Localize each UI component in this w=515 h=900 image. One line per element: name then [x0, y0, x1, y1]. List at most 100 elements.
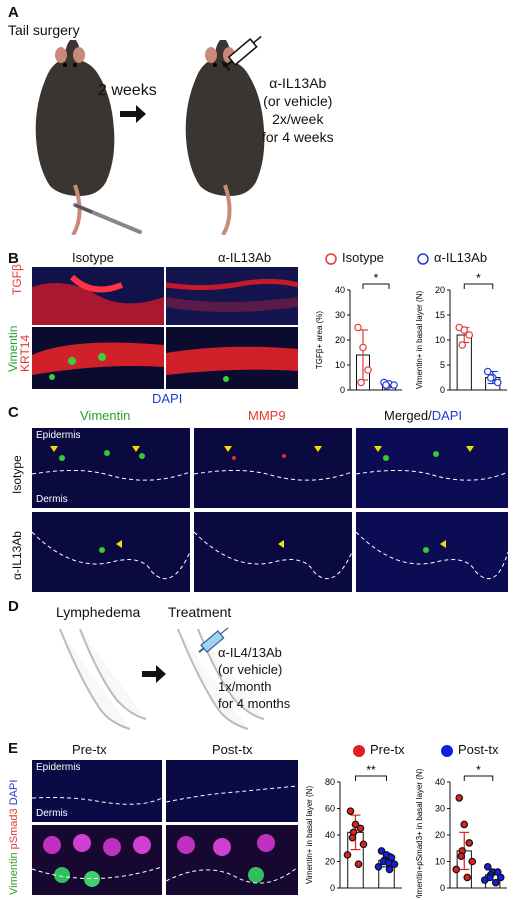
data-point	[357, 378, 365, 387]
micrograph-c-iso-merged	[356, 428, 508, 508]
y-tick-label: 0	[440, 385, 445, 395]
legend-post-marker	[441, 745, 453, 757]
micrograph-e-pre-bottom	[32, 825, 162, 895]
y-tick-label: 40	[325, 830, 335, 840]
micrograph-c-iso-mmp9	[194, 428, 352, 508]
row-tgfb-label: TGFβ	[10, 264, 24, 295]
data-point	[356, 824, 365, 833]
micrograph-e-pre-top	[32, 760, 162, 822]
scalpel-icon	[73, 203, 142, 234]
data-point	[359, 840, 368, 849]
data-point	[390, 381, 398, 389]
significance-bracket	[463, 775, 494, 781]
chart-e-vim-psmad3: 0 10 20 30 40 Vimentin+pSmad3+ in basal layer…	[415, 763, 507, 898]
micrograph-b-ab-vim	[166, 327, 298, 389]
significance-bracket	[362, 283, 390, 289]
data-point	[343, 851, 352, 859]
y-axis-label: TGFβ+ area (%)	[315, 311, 324, 370]
panel-b-label: B	[8, 250, 19, 267]
significance-bracket	[355, 775, 387, 781]
micrograph-b-iso-tgfb	[32, 267, 164, 325]
significance-label: *	[476, 763, 481, 777]
panel-c-label: C	[8, 404, 19, 421]
epidermis-label-c: Epidermis	[36, 430, 81, 441]
data-point	[354, 860, 363, 868]
y-axis-label: Vimentin+ in basal layer (N)	[415, 290, 424, 389]
y-tick-label: 40	[435, 777, 445, 787]
y-tick-label: 40	[335, 285, 345, 295]
arrow-right-icon-d	[142, 665, 166, 683]
data-point	[359, 343, 367, 352]
y-tick-label: 30	[435, 804, 445, 814]
data-point	[382, 381, 390, 389]
dermis-label-e: Dermis	[36, 808, 68, 819]
panel-e-label: E	[8, 740, 19, 757]
col-post-e: Post-tx	[212, 742, 253, 757]
micrograph-e-post-bottom	[166, 825, 298, 895]
data-point	[483, 863, 492, 871]
y-tick-label: 80	[325, 777, 335, 787]
y-tick-label: 60	[325, 804, 335, 814]
mouse-illustration-left	[35, 40, 115, 235]
data-point	[377, 847, 386, 855]
y-tick-label: 20	[435, 830, 445, 840]
legend-ab-label: α-IL13Ab	[434, 250, 488, 265]
data-point	[384, 859, 393, 867]
data-point	[460, 820, 469, 829]
data-point	[374, 863, 383, 871]
data-point	[496, 873, 505, 882]
y-tick-label: 0	[440, 883, 445, 893]
data-point	[457, 852, 466, 861]
y-tick-label: 15	[435, 310, 445, 320]
y-tick-label: 0	[330, 883, 335, 893]
row-ab-c: α-IL13Ab	[10, 531, 24, 580]
data-point	[351, 820, 360, 829]
significance-label: *	[476, 271, 481, 285]
data-point	[480, 876, 489, 884]
micrograph-c-iso-vim	[32, 428, 190, 508]
micrograph-e-post-top	[166, 760, 298, 822]
tail-surgery-label: Tail surgery	[8, 22, 80, 38]
chart-b-vimentin: 0 5 10 15 20 Vimentin+ in basal layer (N) *	[415, 271, 507, 395]
col-vimentin-c: Vimentin	[80, 408, 131, 423]
data-point	[455, 794, 464, 802]
col-mmp9-c: MMP9	[248, 408, 286, 423]
data-point	[463, 873, 472, 882]
legend-isotype-marker	[325, 253, 337, 265]
data-point	[354, 323, 362, 332]
data-point	[465, 839, 474, 847]
micrograph-c-ab-vim	[32, 512, 190, 592]
micrograph-c-ab-merged	[356, 512, 508, 592]
chart-e-vimentin: 0 20 40 60 80 Vimentin+ in basal layer (N) **	[305, 763, 402, 893]
legend-pre-label: Pre-tx	[370, 742, 405, 757]
legend-ab-marker	[417, 253, 429, 265]
epidermis-label-e: Epidermis	[36, 762, 81, 773]
data-point	[458, 341, 467, 349]
significance-label: *	[374, 271, 379, 285]
data-point	[493, 378, 502, 387]
data-point	[483, 367, 492, 376]
data-point	[390, 860, 399, 868]
step-treatment: Treatment	[168, 604, 232, 620]
syringe-icon	[221, 35, 262, 72]
dermis-label-c: Dermis	[36, 494, 68, 505]
y-tick-label: 20	[435, 285, 445, 295]
data-point	[491, 878, 500, 887]
legend-isotype-label: Isotype	[342, 250, 384, 265]
mouse-illustration-right	[185, 40, 265, 235]
data-point	[460, 326, 469, 334]
y-tick-label: 5	[440, 360, 445, 370]
data-point	[452, 865, 461, 874]
row-krt14-label: KRT14	[18, 334, 32, 372]
treatment-text-d: α-IL4/13Ab (or vehicle) 1x/month for 4 m…	[218, 645, 291, 711]
treatment-text-a: α-IL13Ab (or vehicle) 2x/week for 4 week…	[262, 75, 334, 145]
col-isotype-b: Isotype	[72, 250, 114, 265]
row-isotype-c: Isotype	[10, 455, 24, 494]
col-pre-e: Pre-tx	[72, 742, 107, 757]
data-point	[385, 865, 394, 874]
chart-b-tgfb: 0 10 20 30 40 TGFβ+ area (%) *	[315, 271, 402, 395]
y-axis-label: Vimentin+pSmad3+ in basal layer (N)	[415, 768, 424, 898]
legend-pre-marker	[353, 745, 365, 757]
significance-bracket	[463, 283, 494, 289]
data-point	[468, 857, 477, 866]
